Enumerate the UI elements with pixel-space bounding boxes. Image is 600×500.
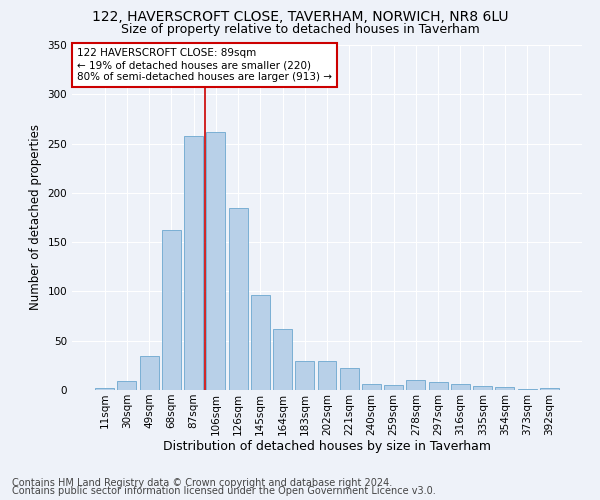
Y-axis label: Number of detached properties: Number of detached properties (29, 124, 42, 310)
Bar (184, 136, 203, 390)
Text: 122, HAVERSCROFT CLOSE, TAVERHAM, NORWICH, NR8 6LU: 122, HAVERSCROFT CLOSE, TAVERHAM, NORWIC… (92, 10, 508, 24)
Text: Contains HM Land Registry data © Crown copyright and database right 2024.: Contains HM Land Registry data © Crown c… (12, 478, 392, 488)
Bar (473, 386, 492, 390)
Bar (118, 381, 136, 390)
Text: Size of property relative to detached houses in Taverham: Size of property relative to detached ho… (121, 22, 479, 36)
Bar (229, 208, 248, 390)
Bar (295, 362, 314, 390)
Bar (95, 388, 114, 390)
Bar (406, 380, 425, 390)
Bar (162, 230, 181, 390)
Bar (206, 132, 225, 390)
Bar (140, 356, 158, 390)
Bar (496, 387, 514, 390)
X-axis label: Distribution of detached houses by size in Taverham: Distribution of detached houses by size … (163, 440, 491, 454)
Bar (384, 385, 403, 390)
Bar (273, 329, 292, 390)
Bar (451, 384, 470, 390)
Bar (429, 382, 448, 390)
Bar (251, 296, 270, 390)
Bar (340, 368, 359, 390)
Bar (518, 389, 536, 390)
Text: 122 HAVERSCROFT CLOSE: 89sqm
← 19% of detached houses are smaller (220)
80% of s: 122 HAVERSCROFT CLOSE: 89sqm ← 19% of de… (77, 48, 332, 82)
Text: Contains public sector information licensed under the Open Government Licence v3: Contains public sector information licen… (12, 486, 436, 496)
Bar (317, 362, 337, 390)
Bar (362, 384, 381, 390)
Bar (540, 388, 559, 390)
